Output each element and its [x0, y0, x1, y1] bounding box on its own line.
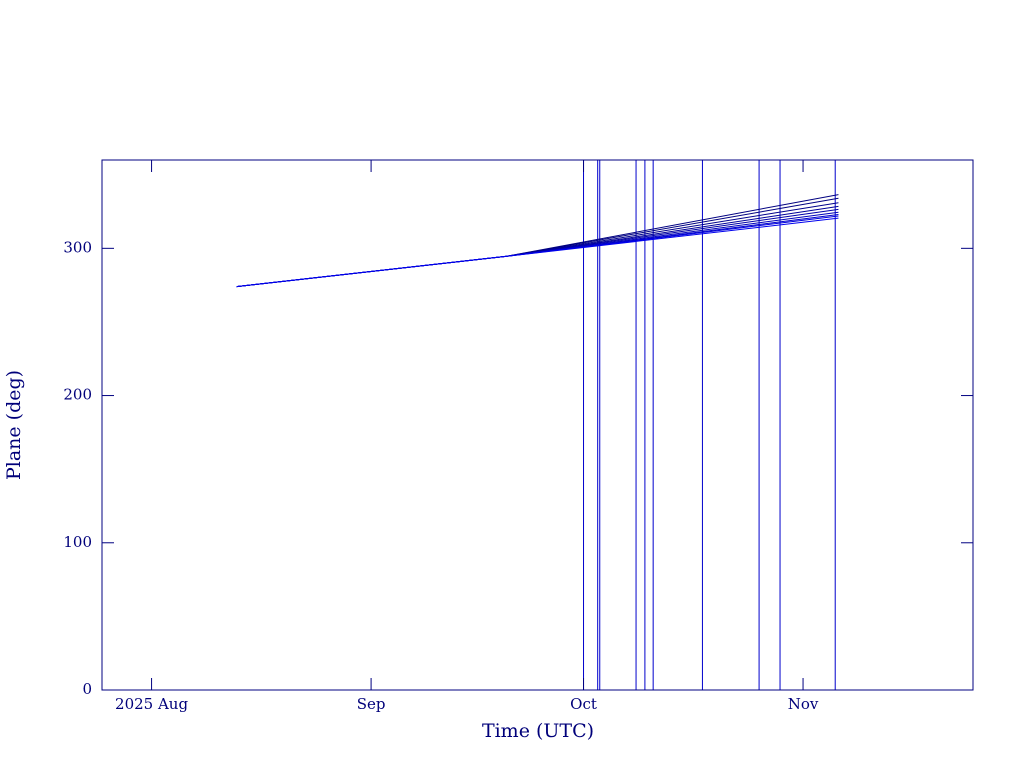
y-tick-label: 0	[82, 680, 92, 698]
y-tick-label: 100	[63, 533, 92, 551]
series-line	[236, 217, 839, 288]
series-line	[236, 208, 839, 288]
x-tick-label: 2025 Aug	[115, 695, 188, 713]
x-axis-label: Time (UTC)	[482, 720, 594, 742]
series-line	[236, 205, 839, 288]
series-line	[236, 194, 839, 288]
y-tick-label: 200	[63, 386, 92, 404]
series-line	[236, 202, 839, 288]
y-axis-label: Plane (deg)	[3, 370, 25, 480]
x-tick-label: Nov	[788, 695, 819, 713]
series-line	[236, 211, 839, 288]
y-tick-label: 300	[63, 238, 92, 256]
plot-frame	[101, 159, 974, 691]
x-tick-label: Sep	[357, 695, 386, 713]
x-tick-label: Oct	[570, 695, 597, 713]
